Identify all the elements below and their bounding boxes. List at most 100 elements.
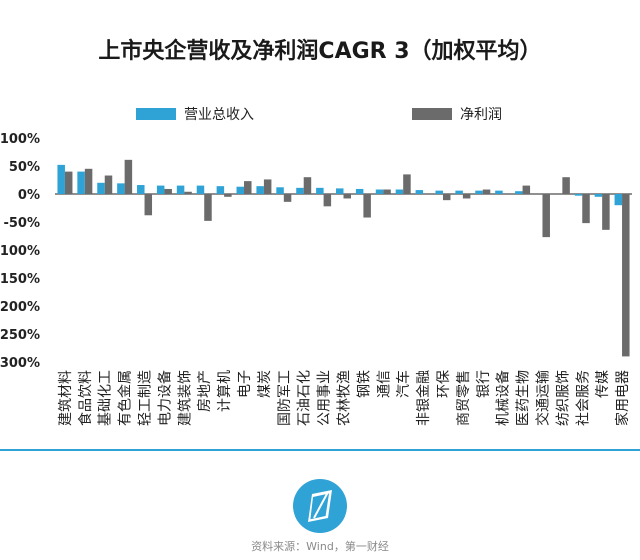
bar-revenue (415, 190, 424, 194)
bar-revenue (77, 171, 85, 194)
bar-profit (84, 168, 93, 194)
x-category-label: 建筑装饰 (177, 370, 193, 426)
bar-revenue (574, 194, 583, 196)
bar-profit (224, 194, 232, 197)
bar-profit (124, 159, 133, 194)
bar-profit (323, 194, 332, 207)
bar-revenue (236, 186, 245, 194)
bar-profit (263, 179, 272, 194)
x-category-label: 电子 (237, 370, 253, 398)
bar-revenue (256, 186, 264, 194)
bar-revenue (176, 185, 185, 194)
y-tick-label: -250% (0, 328, 40, 343)
y-tick-label: -150% (0, 272, 40, 287)
bar-profit (283, 194, 292, 202)
x-category-label: 轻工制造 (138, 370, 154, 426)
bar-profit (204, 194, 212, 221)
bar-revenue (117, 183, 125, 194)
bar-revenue (495, 190, 503, 194)
x-category-label: 传媒 (595, 370, 611, 398)
legend-revenue-swatch (136, 108, 176, 120)
x-category-label: 非银金融 (416, 370, 432, 426)
bar-profit (104, 175, 113, 194)
footer-divider (0, 449, 640, 451)
bar-revenue (475, 190, 483, 194)
x-category-label: 通信 (376, 370, 392, 398)
bar-profit (602, 194, 610, 230)
bar-revenue (276, 187, 284, 194)
bar-profit (244, 181, 252, 194)
y-tick-label: 100% (0, 132, 40, 147)
bar-profit (582, 194, 590, 224)
bar-profit (184, 191, 192, 194)
bar-revenue (594, 194, 603, 197)
x-category-label: 有色金属 (117, 370, 134, 426)
x-category-label: 家用电器 (614, 370, 631, 426)
x-category-label: 社会服务 (575, 370, 591, 426)
bar-profit (442, 194, 451, 201)
x-category-label: 公用事业 (317, 370, 333, 426)
x-category-label: 机械设备 (495, 370, 512, 426)
bar-profit (383, 189, 391, 194)
x-category-label: 交通运输 (534, 370, 551, 426)
bar-revenue (137, 185, 145, 194)
source-note: 资料来源：Wind，第一财经 (251, 540, 389, 553)
x-category-label: 商贸零售 (456, 370, 472, 426)
bar-profit (303, 177, 312, 194)
bar-profit (343, 194, 351, 199)
y-tick-label: -50% (3, 216, 40, 231)
bar-profit (622, 194, 630, 357)
y-tick-label: 0% (18, 188, 40, 203)
x-category-label: 汽车 (395, 370, 412, 398)
x-category-label: 电力设备 (156, 370, 173, 426)
bar-profit (64, 171, 73, 194)
x-category-label: 计算机 (217, 370, 233, 412)
bar-revenue (57, 164, 65, 194)
bar-revenue (455, 190, 463, 194)
y-tick-label: 50% (9, 160, 40, 175)
x-category-label: 基础化工 (97, 370, 114, 426)
x-category-label: 石油石化 (297, 370, 313, 426)
bar-profit (462, 194, 471, 199)
legend-profit-label: 净利润 (460, 107, 502, 123)
x-category-label: 银行 (476, 370, 492, 398)
bar-profit (363, 194, 371, 218)
x-category-label: 国防军工 (277, 370, 293, 426)
x-category-label: 煤炭 (257, 370, 273, 398)
brand-logo-icon (293, 479, 347, 533)
legend-profit-swatch (412, 108, 452, 120)
bar-revenue (196, 185, 205, 194)
bar-revenue (97, 182, 105, 194)
bar-revenue (515, 191, 523, 194)
bar-revenue (216, 186, 225, 194)
legend-profit: 净利润 (412, 104, 502, 124)
bar-revenue (435, 190, 443, 194)
x-category-label: 食品饮料 (77, 370, 94, 426)
bar-profit (144, 194, 153, 216)
bar-profit (542, 194, 550, 238)
bar-revenue (156, 185, 165, 194)
y-tick-label: -300% (0, 356, 40, 371)
bar-revenue (316, 187, 324, 194)
legend-revenue: 营业总收入 (136, 104, 254, 124)
bar-revenue (296, 187, 304, 194)
bar-revenue (336, 188, 344, 194)
x-category-label: 纺织服饰 (555, 370, 571, 426)
bar-revenue (355, 188, 364, 194)
bar-profit (403, 174, 411, 194)
legend-revenue-label: 营业总收入 (184, 107, 254, 123)
y-tick-label: -100% (0, 244, 40, 259)
y-tick-label: -200% (0, 300, 40, 315)
x-category-label: 房地产 (197, 370, 213, 412)
chart-title: 上市央企营收及净利润CAGR 3（加权平均） (98, 39, 542, 64)
bar-chart: 100% 50% 0% -50% -100% -150% -200% -250% -300% 建筑… (0, 132, 632, 426)
x-category-label: 农林牧渔 (337, 370, 353, 426)
bar-revenue (395, 189, 404, 194)
bar-profit (164, 188, 172, 194)
bar-revenue (375, 189, 384, 194)
x-category-label: 建筑材料 (58, 370, 74, 426)
bar-revenue (614, 194, 623, 206)
bar-profit (522, 185, 531, 194)
x-category-label: 医药生物 (516, 370, 532, 426)
bar-profit (562, 177, 570, 194)
